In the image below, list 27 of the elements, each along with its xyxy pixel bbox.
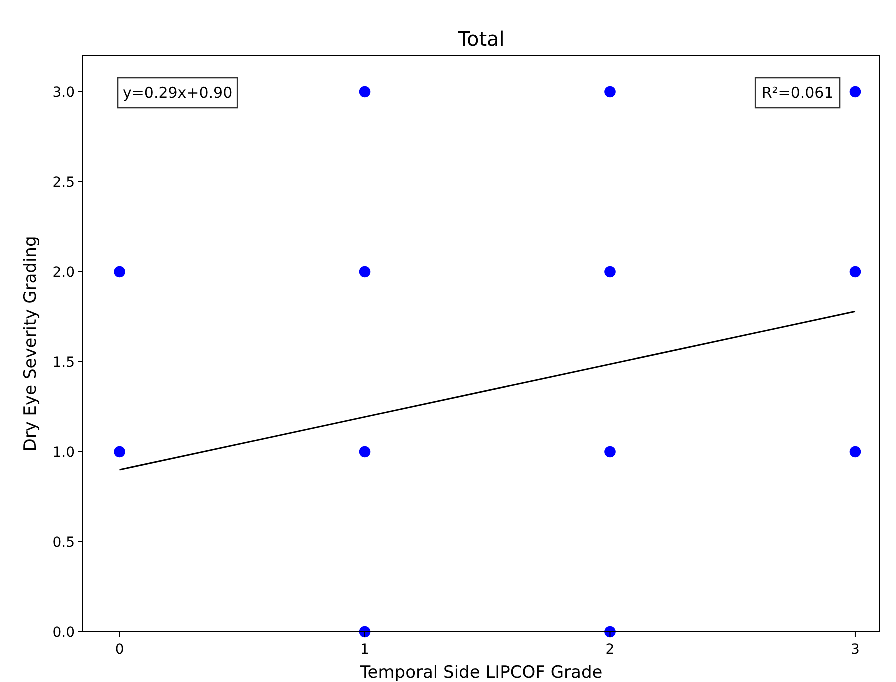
x-tick-label: 1	[360, 642, 370, 658]
y-tick-label: 3.0	[52, 85, 75, 101]
y-tick-label: 1.0	[52, 445, 75, 461]
point	[359, 86, 371, 98]
x-axis-title: Temporal Side LIPCOF Grade	[359, 663, 603, 682]
y-tick-label: 2.5	[52, 175, 75, 191]
point	[604, 266, 616, 278]
x-tick-label: 3	[851, 642, 860, 658]
y-axis-title: Dry Eye Severity Grading	[21, 236, 41, 452]
x-tick-label: 0	[115, 642, 124, 658]
y-tick-label: 0.0	[52, 625, 75, 641]
point	[850, 446, 862, 458]
y-tick-label: 0.5	[52, 535, 75, 551]
point	[604, 446, 616, 458]
point	[114, 446, 126, 458]
point	[604, 86, 616, 98]
point	[850, 266, 862, 278]
point	[114, 266, 126, 278]
x-tick-label: 2	[606, 642, 615, 658]
point	[359, 446, 371, 458]
chart-title: Total	[457, 27, 505, 51]
annotation: y=0.29x+0.90	[122, 84, 233, 102]
point	[359, 266, 371, 278]
y-tick-label: 2.0	[52, 265, 75, 281]
y-tick-label: 1.5	[52, 355, 75, 371]
point	[850, 86, 862, 98]
annotation: R²=0.061	[762, 84, 834, 102]
